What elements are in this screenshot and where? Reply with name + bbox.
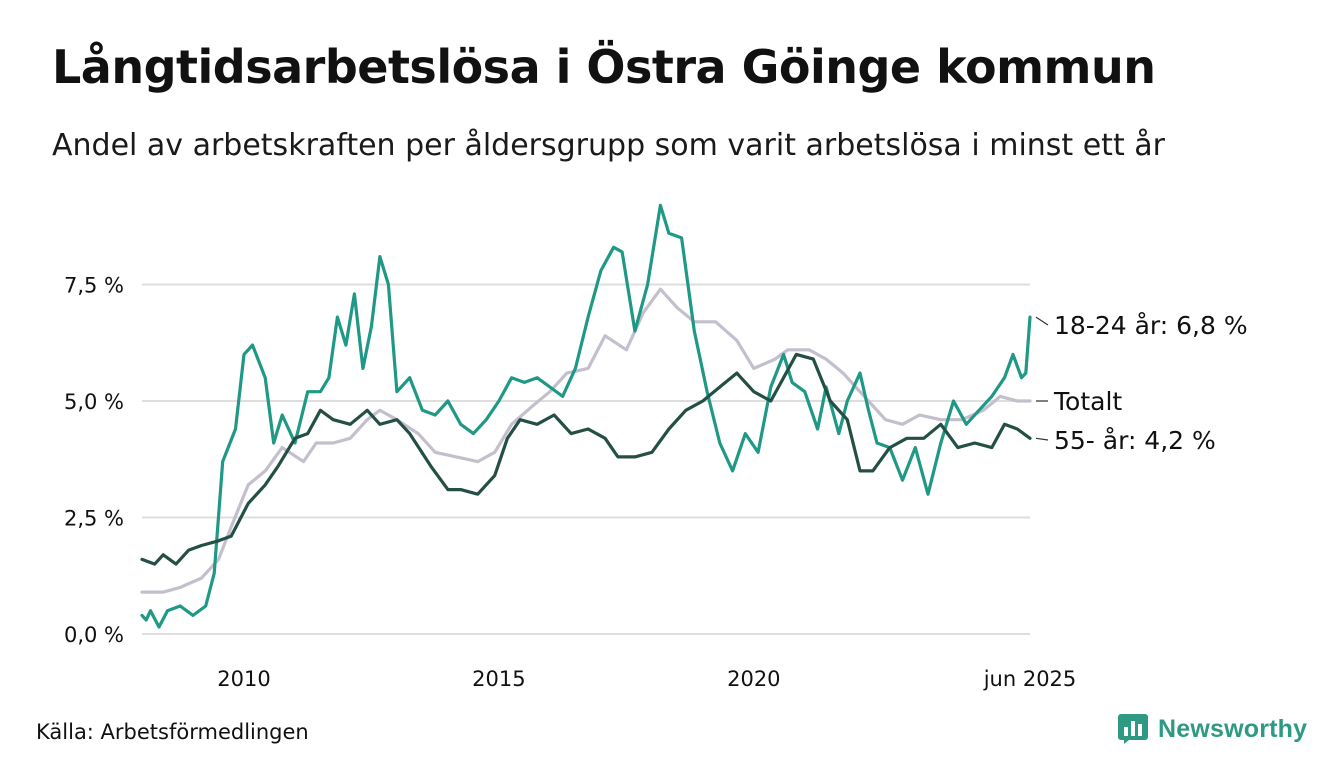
end-label-total: Totalt	[1053, 387, 1122, 416]
brand-logo: Newsworthy	[1118, 714, 1307, 744]
brand-name: Newsworthy	[1158, 714, 1308, 743]
newsworthy-logo-icon	[1118, 714, 1148, 744]
line-chart: 0,0 % 2,5 % 5,0 % 7,5 % 2010 2015 2020 jun 202…	[64, 203, 1248, 691]
y-axis-ticks: 0,0 % 2,5 % 5,0 % 7,5 %	[64, 274, 124, 647]
x-tick-label: 2020	[727, 667, 780, 691]
y-tick-label: 2,5 %	[64, 507, 124, 531]
y-tick-label: 0,0 %	[64, 623, 124, 647]
x-tick-label: 2010	[217, 667, 270, 691]
gridlines	[142, 283, 1030, 635]
end-label-connector	[1035, 316, 1049, 326]
x-axis-ticks: 2010 2015 2020 jun 2025	[217, 667, 1076, 691]
series-lines	[140, 203, 1032, 629]
chart-title: Långtidsarbetslösa i Östra Göinge kommun	[52, 40, 1156, 94]
x-tick-label: 2015	[472, 667, 525, 691]
series-line-total	[140, 287, 1032, 594]
series-line-youth	[140, 203, 1032, 629]
series-line-older	[140, 352, 1032, 566]
x-tick-label: jun 2025	[983, 667, 1077, 691]
end-label-youth: 18-24 år: 6,8 %	[1054, 311, 1248, 340]
end-labels: Totalt 18-24 år: 6,8 % 55- år: 4,2 %	[1035, 311, 1248, 455]
y-tick-label: 5,0 %	[64, 390, 124, 414]
chart-subtitle: Andel av arbetskraften per åldersgrupp s…	[52, 128, 1165, 163]
y-tick-label: 7,5 %	[64, 274, 124, 298]
end-label-connector	[1035, 437, 1049, 441]
end-label-older: 55- år: 4,2 %	[1054, 426, 1216, 455]
source-note: Källa: Arbetsförmedlingen	[36, 720, 309, 744]
